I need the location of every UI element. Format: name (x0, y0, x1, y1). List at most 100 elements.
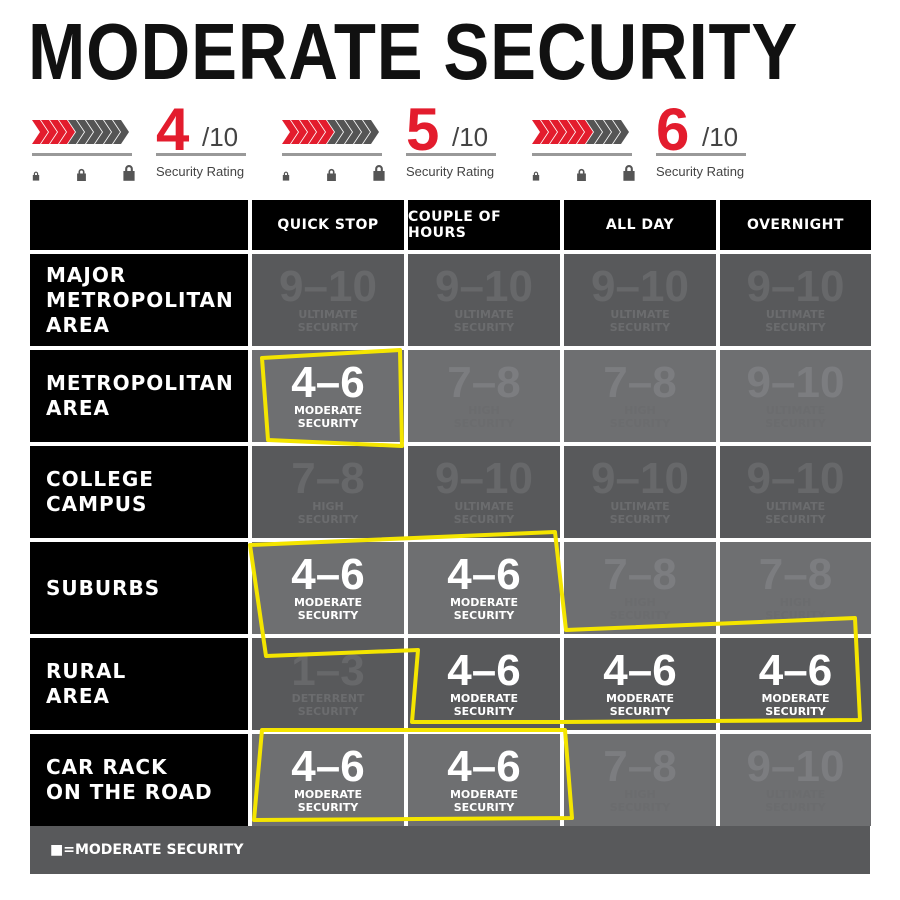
security-level: HIGH SECURITY (609, 788, 671, 814)
divider (532, 153, 632, 156)
table-cell: 9–10 ULTIMATE SECURITY (720, 734, 871, 826)
row-header: RURAL AREA (30, 638, 248, 730)
chevron-icon (345, 120, 361, 144)
rating-denominator: /10 (702, 122, 739, 152)
rating-range: 9–10 (746, 454, 845, 503)
chevron-icon (282, 120, 298, 144)
table-cell: 4–6 MODERATE SECURITY (252, 542, 404, 634)
table-cell: 4–6 MODERATE SECURITY (408, 734, 560, 826)
rating-value: 6 (656, 96, 690, 163)
chevron-icon (50, 120, 66, 144)
rating-range: 7–8 (603, 550, 677, 599)
rating-range: 7–8 (291, 454, 365, 503)
security-level: ULTIMATE SECURITY (609, 500, 671, 526)
chevron-icon (41, 120, 57, 144)
lock-icon (532, 171, 540, 181)
table-cell: 4–6 MODERATE SECURITY (564, 638, 716, 730)
chevron-icon (577, 120, 593, 144)
chevron-icon (550, 120, 566, 144)
column-header: OVERNIGHT (720, 200, 871, 250)
rating-range: 4–6 (447, 742, 521, 791)
rating-label: Security Rating (656, 164, 745, 179)
table-cell: 4–6 MODERATE SECURITY (720, 638, 871, 730)
rating-value: 4 (156, 96, 190, 163)
rating-range: 9–10 (279, 262, 377, 311)
rating-range: 4–6 (447, 550, 521, 599)
chevron-icon (95, 120, 111, 144)
table-cell: 9–10 ULTIMATE SECURITY (720, 350, 871, 442)
table-cell: 9–10 ULTIMATE SECURITY (408, 446, 560, 538)
table-cell: 7–8 HIGH SECURITY (564, 350, 716, 442)
rating-range: 9–10 (435, 262, 533, 311)
rating-range: 9–10 (435, 454, 533, 503)
rating-range: 4–6 (603, 646, 677, 695)
table-cell: 4–6 MODERATE SECURITY (252, 734, 404, 826)
lock-icon (623, 165, 635, 181)
column-header: QUICK STOP (252, 200, 404, 250)
security-level: ULTIMATE SECURITY (765, 788, 826, 814)
row-header: METROPOLITAN AREA (30, 350, 248, 442)
security-rating-4: 4 /10 Security Rating (32, 100, 262, 188)
rating-range: 1–3 (291, 646, 365, 695)
security-level: ULTIMATE SECURITY (297, 308, 359, 334)
security-table: QUICK STOP COUPLE OF HOURS ALL DAY OVERNIGH… (30, 200, 871, 826)
divider (32, 153, 132, 156)
table-cell: 9–10 ULTIMATE SECURITY (408, 254, 560, 346)
chevron-icon (104, 120, 120, 144)
table-cell: 9–10 ULTIMATE SECURITY (720, 254, 871, 346)
table-cell: 4–6 MODERATE SECURITY (408, 542, 560, 634)
header-corner (30, 200, 248, 250)
rating-denominator: /10 (202, 122, 239, 152)
table-cell: 9–10 ULTIMATE SECURITY (564, 446, 716, 538)
security-level: ULTIMATE SECURITY (453, 500, 515, 526)
chevron-icon (568, 120, 584, 144)
rating-range: 4–6 (291, 358, 365, 407)
rating-chevrons (282, 120, 379, 144)
row-header: MAJOR METROPOLITAN AREA (30, 254, 248, 346)
rating-range: 9–10 (591, 262, 689, 311)
chevron-icon (77, 120, 93, 144)
chevron-icon (532, 120, 548, 144)
divider (156, 153, 246, 156)
security-level: HIGH SECURITY (609, 596, 671, 622)
chevron-icon (291, 120, 307, 144)
rating-denominator: /10 (452, 122, 489, 152)
chevron-icon (318, 120, 334, 144)
table-cell: 7–8 HIGH SECURITY (408, 350, 560, 442)
security-level: ULTIMATE SECURITY (765, 308, 826, 334)
chevron-icon (336, 120, 352, 144)
lock-icon (326, 168, 336, 181)
rating-label: Security Rating (156, 164, 245, 179)
table-cell: 4–6 MODERATE SECURITY (408, 638, 560, 730)
security-level: MODERATE SECURITY (293, 404, 363, 430)
security-level: MODERATE SECURITY (449, 596, 519, 622)
row-header: CAR RACK ON THE ROAD (30, 734, 248, 826)
table-cell: 4–6 MODERATE SECURITY (252, 350, 404, 442)
security-level: ULTIMATE SECURITY (453, 308, 515, 334)
row-header: COLLEGE CAMPUS (30, 446, 248, 538)
table-cell: 9–10 ULTIMATE SECURITY (564, 254, 716, 346)
chevron-icon (86, 120, 102, 144)
lock-icon (76, 168, 86, 181)
rating-value: 5 (406, 96, 440, 163)
rating-range: 7–8 (603, 358, 677, 407)
rating-range: 7–8 (447, 358, 521, 407)
rating-range: 4–6 (758, 646, 833, 695)
rating-chevrons (32, 120, 129, 144)
security-rating-5: 5 /10 Security Rating (282, 100, 512, 188)
security-level: MODERATE SECURITY (449, 692, 519, 718)
chevron-icon (604, 120, 620, 144)
table-cell: 7–8 HIGH SECURITY (564, 542, 716, 634)
rating-range: 7–8 (603, 742, 677, 791)
security-level: MODERATE SECURITY (293, 788, 363, 814)
security-level: MODERATE SECURITY (761, 692, 830, 718)
chevron-icon (32, 120, 48, 144)
security-level: MODERATE SECURITY (449, 788, 519, 814)
security-level: ULTIMATE SECURITY (765, 500, 826, 526)
rating-range: 7–8 (758, 550, 833, 599)
rating-range: 4–6 (291, 550, 365, 599)
chevron-icon (595, 120, 611, 144)
table-cell: 7–8 HIGH SECURITY (252, 446, 404, 538)
table-cell: 7–8 HIGH SECURITY (564, 734, 716, 826)
security-level: MODERATE SECURITY (605, 692, 675, 718)
